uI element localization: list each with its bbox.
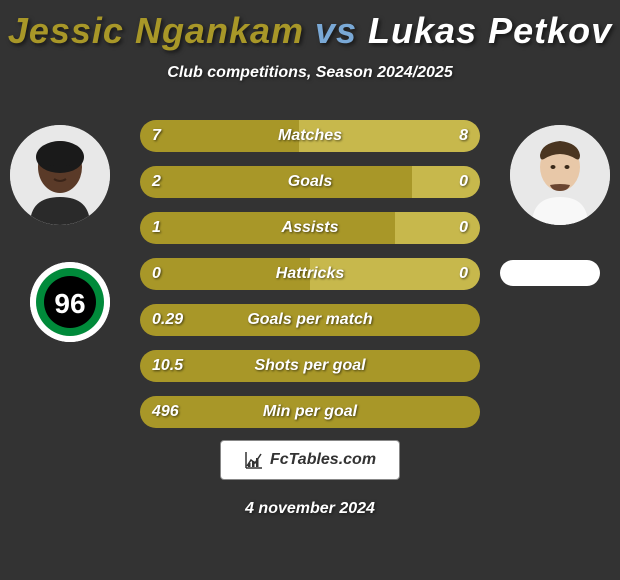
stat-row: 0 Hattricks 0 — [140, 258, 480, 290]
stat-label: Assists — [282, 219, 339, 237]
stat-value-left: 1 — [152, 219, 161, 237]
stat-row: 2 Goals 0 — [140, 166, 480, 198]
stat-row: 7 Matches 8 — [140, 120, 480, 152]
stat-label: Matches — [278, 127, 342, 145]
stat-value-left: 10.5 — [152, 357, 183, 375]
stat-value-right: 0 — [459, 173, 468, 191]
stat-row: 496 Min per goal — [140, 396, 480, 428]
player2-name: Lukas Petkov — [368, 10, 612, 51]
stat-label: Shots per goal — [254, 357, 365, 375]
chart-icon — [244, 450, 264, 470]
stat-label: Hattricks — [276, 265, 344, 283]
stat-label: Goals per match — [247, 311, 372, 329]
date-text: 4 november 2024 — [245, 500, 375, 518]
stat-value-left: 0.29 — [152, 311, 183, 329]
stat-value-right: 0 — [459, 219, 468, 237]
source-text: FcTables.com — [270, 451, 376, 469]
stat-value-left: 7 — [152, 127, 161, 145]
player1-avatar — [10, 125, 110, 225]
comparison-title: Jessic Ngankam vs Lukas Petkov — [0, 0, 620, 52]
stat-value-left: 496 — [152, 403, 179, 421]
player2-avatar-icon — [510, 125, 610, 225]
comparison-bars: 7 Matches 8 2 Goals 0 1 Assists 0 0 Hattricks 0 0.29… — [140, 120, 480, 442]
player1-name: Jessic Ngankam — [8, 10, 304, 51]
stat-value-right: 0 — [459, 265, 468, 283]
stat-row: 1 Assists 0 — [140, 212, 480, 244]
club-badge-icon: 96 — [30, 262, 110, 342]
stat-value-right: 8 — [459, 127, 468, 145]
stat-row: 0.29 Goals per match — [140, 304, 480, 336]
player1-avatar-icon — [10, 125, 110, 225]
player1-club-badge: 96 — [30, 262, 110, 342]
subtitle: Club competitions, Season 2024/2025 — [0, 64, 620, 82]
svg-text:96: 96 — [54, 288, 85, 319]
stat-label: Goals — [288, 173, 332, 191]
stat-value-left: 2 — [152, 173, 161, 191]
stat-row: 10.5 Shots per goal — [140, 350, 480, 382]
stat-value-left: 0 — [152, 265, 161, 283]
vs-text: vs — [304, 10, 368, 51]
player2-avatar — [510, 125, 610, 225]
stat-label: Min per goal — [263, 403, 357, 421]
player2-club-badge — [500, 260, 600, 286]
source-badge: FcTables.com — [220, 440, 400, 480]
